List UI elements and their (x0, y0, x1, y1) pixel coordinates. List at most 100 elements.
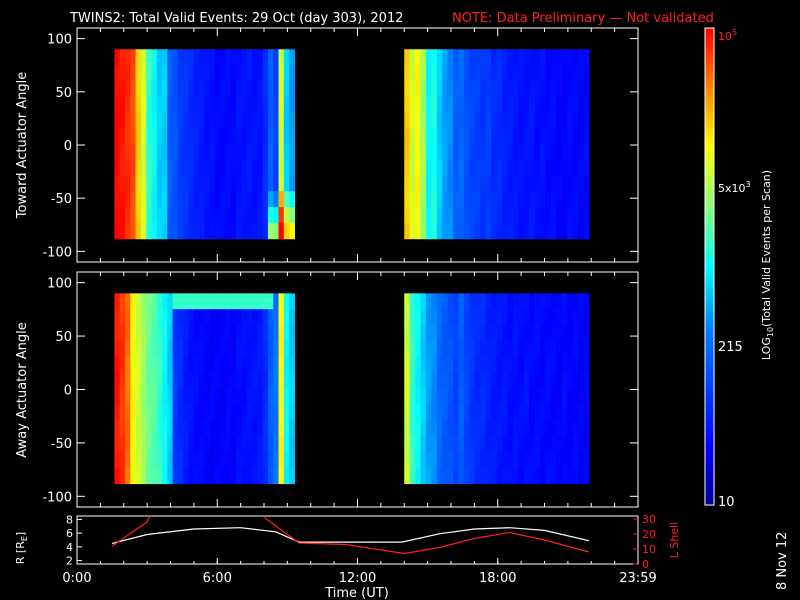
heatmap-cell (534, 191, 541, 208)
lshell-tick-label: 30 (642, 513, 656, 526)
heatmap-cell (267, 112, 274, 129)
heatmap-cell (204, 435, 211, 453)
heatmap-cell (578, 420, 585, 437)
heatmap-cell (453, 467, 460, 485)
heatmap-cell (199, 80, 205, 98)
heatmap-cell (204, 159, 211, 177)
heatmap-cell (156, 191, 163, 208)
heatmap-cell (556, 372, 563, 390)
heatmap-cell (409, 65, 416, 82)
heatmap-cell (523, 451, 530, 469)
heatmap-cell (518, 65, 525, 82)
heatmap-cell (425, 207, 432, 224)
heatmap-cell (550, 191, 557, 208)
heatmap-cell (140, 159, 147, 177)
ylabel-r: R [RE] (14, 532, 29, 564)
heatmap-cell (199, 112, 205, 129)
heatmap-cell (485, 191, 492, 208)
heatmap-cell (246, 80, 253, 98)
heatmap-cell (540, 80, 547, 98)
heatmap-cell (404, 420, 411, 437)
heatmap-cell (193, 420, 200, 437)
heatmap-cell (567, 112, 574, 129)
heatmap-cell (162, 128, 168, 145)
heatmap-cell (447, 388, 454, 405)
heatmap-cell (512, 467, 519, 485)
heatmap-cell (119, 65, 126, 82)
heatmap-cell (167, 207, 174, 224)
heatmap-cell (540, 467, 547, 485)
heatmap-cell (409, 467, 416, 485)
heatmap-cell (135, 207, 142, 224)
heatmap-cell (431, 388, 438, 405)
heatmap-cell (474, 222, 481, 240)
heatmap-cell (289, 451, 295, 469)
heatmap-cell (425, 143, 432, 161)
heatmap-cell (529, 467, 536, 485)
heatmap-cell (283, 309, 290, 326)
heatmap-toward (114, 49, 590, 240)
heatmap-cell (130, 435, 137, 453)
heatmap-cell (225, 159, 232, 177)
heatmap-cell (491, 467, 498, 485)
heatmap-cell (578, 404, 585, 421)
heatmap-cell (453, 356, 460, 374)
heatmap-cell (442, 404, 449, 421)
heatmap-cell (550, 222, 557, 240)
heatmap-cell (209, 293, 216, 310)
heatmap-cell (257, 222, 264, 240)
heatmap-cell (572, 372, 579, 390)
heatmap-cell (425, 96, 432, 113)
heatmap-cell (485, 128, 492, 145)
heatmap-cell (502, 404, 509, 421)
heatmap-cell (496, 309, 503, 326)
heatmap-cell (135, 451, 142, 469)
heatmap-cell (453, 309, 460, 326)
heatmap-cell (404, 309, 411, 326)
heatmap-cell (431, 451, 438, 469)
heatmap-cell (246, 65, 253, 82)
heatmap-cell (420, 112, 427, 129)
heatmap-cell (278, 207, 285, 224)
heatmap-cell (480, 293, 487, 310)
heatmap-cell (146, 467, 153, 485)
heatmap-cell (257, 325, 264, 342)
heatmap-cell (135, 325, 142, 342)
heatmap-cell (485, 293, 492, 310)
heatmap-cell (436, 372, 443, 390)
heatmap-cell (241, 96, 248, 113)
heatmap-cell (523, 309, 530, 326)
heatmap-cell (183, 207, 190, 224)
heatmap-cell (114, 451, 121, 469)
heatmap-cell (220, 143, 227, 161)
heatmap-cell (289, 372, 295, 390)
heatmap-cell (177, 388, 184, 405)
heatmap-cell (496, 191, 503, 208)
heatmap-cell (114, 222, 121, 240)
heatmap-cell (262, 325, 269, 342)
heatmap-cell (188, 49, 195, 66)
heatmap-cell (177, 222, 184, 240)
heatmap-cell (140, 293, 147, 310)
heatmap-cell (172, 388, 179, 405)
heatmap-cell (425, 309, 432, 326)
heatmap-cell (289, 159, 295, 177)
heatmap-cell (273, 222, 280, 240)
heatmap-cell (572, 309, 579, 326)
heatmap-cell (199, 388, 205, 405)
heatmap-cell (567, 159, 574, 177)
heatmap-cell (420, 309, 427, 326)
heatmap-cell (236, 467, 243, 485)
heatmap-cell (151, 65, 158, 82)
heatmap-cell (199, 467, 205, 485)
heatmap-cell (474, 356, 481, 374)
heatmap-cell (289, 222, 295, 240)
heatmap-cell (135, 309, 142, 326)
heatmap-cell (485, 80, 492, 98)
heatmap-cell (151, 112, 158, 129)
heatmap-cell (130, 420, 137, 437)
heatmap-cell (267, 80, 274, 98)
heatmap-cell (540, 293, 547, 310)
